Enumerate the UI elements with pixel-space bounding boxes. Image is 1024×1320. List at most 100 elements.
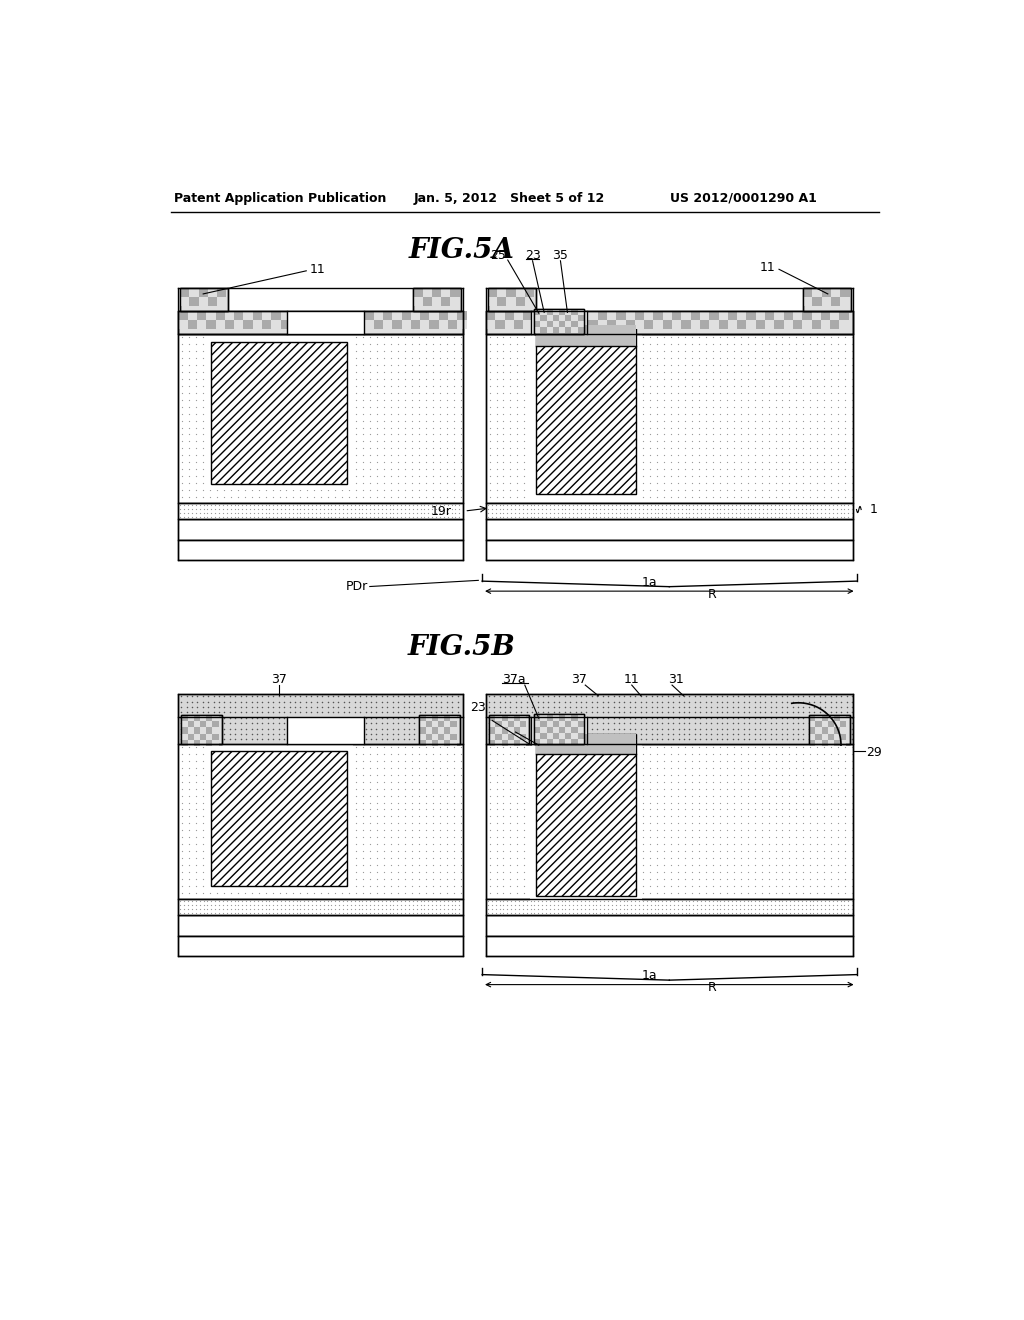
Bar <box>663 312 672 321</box>
Bar <box>200 721 206 727</box>
Bar <box>411 312 420 321</box>
Bar <box>444 715 451 721</box>
Bar <box>547 321 553 327</box>
Bar <box>432 297 441 306</box>
Text: 11: 11 <box>624 673 640 686</box>
Bar <box>535 309 584 334</box>
Bar <box>578 726 584 733</box>
Bar <box>449 321 458 330</box>
Bar <box>497 297 506 306</box>
Bar <box>502 739 508 746</box>
Bar <box>508 721 514 727</box>
Bar <box>524 288 535 297</box>
Bar <box>578 714 584 721</box>
Bar <box>506 288 515 297</box>
Bar <box>547 327 553 333</box>
Bar <box>565 739 571 744</box>
Bar <box>489 727 496 734</box>
Bar <box>700 312 710 321</box>
Bar <box>486 519 853 540</box>
Bar <box>541 726 547 733</box>
Bar <box>212 721 219 727</box>
Bar <box>559 327 565 333</box>
Bar <box>489 721 496 727</box>
Bar <box>200 715 206 721</box>
Bar <box>578 309 584 314</box>
Bar <box>489 715 529 743</box>
Bar <box>187 321 197 330</box>
Bar <box>598 312 607 321</box>
Text: 37: 37 <box>271 673 287 686</box>
Bar <box>205 744 352 892</box>
Bar <box>392 312 401 321</box>
Bar <box>451 739 457 746</box>
Bar <box>535 327 541 333</box>
Bar <box>815 715 821 721</box>
Bar <box>262 312 271 321</box>
Bar <box>523 312 532 321</box>
Bar <box>559 726 565 733</box>
Bar <box>774 312 783 321</box>
Bar <box>383 321 392 330</box>
Bar <box>496 727 502 734</box>
Bar <box>486 503 853 519</box>
Bar <box>496 312 505 321</box>
Bar <box>728 312 737 321</box>
Bar <box>559 321 565 327</box>
Bar <box>508 715 514 721</box>
Bar <box>821 721 827 727</box>
Bar <box>515 288 524 297</box>
Bar <box>194 721 200 727</box>
Bar <box>244 321 253 330</box>
Bar <box>444 721 451 727</box>
Bar <box>589 312 598 321</box>
Bar <box>487 288 536 312</box>
Bar <box>187 727 194 734</box>
Bar <box>541 714 547 721</box>
Text: 1a: 1a <box>642 969 657 982</box>
Bar <box>502 721 508 727</box>
Bar <box>535 721 541 726</box>
Bar <box>217 297 226 306</box>
Bar <box>793 312 802 321</box>
Bar <box>535 309 584 334</box>
Bar <box>834 727 841 734</box>
Bar <box>827 727 834 734</box>
Bar <box>571 739 578 744</box>
Bar <box>187 739 194 746</box>
Bar <box>502 715 508 721</box>
Text: US 2012/0001290 A1: US 2012/0001290 A1 <box>671 191 817 205</box>
Bar <box>644 312 653 321</box>
Bar <box>486 936 853 956</box>
Bar <box>290 312 299 321</box>
Bar <box>392 321 401 330</box>
Bar <box>559 739 565 744</box>
Bar <box>212 727 219 734</box>
Bar <box>355 312 365 321</box>
Bar <box>178 312 463 334</box>
Bar <box>569 321 579 330</box>
Text: 37a: 37a <box>502 673 525 686</box>
Bar <box>812 312 821 321</box>
Bar <box>547 733 553 739</box>
Bar <box>514 312 523 321</box>
Bar <box>830 321 840 330</box>
Bar <box>841 739 847 746</box>
Bar <box>598 321 607 330</box>
Bar <box>206 715 212 721</box>
Bar <box>200 734 206 739</box>
Bar <box>489 715 496 721</box>
Bar <box>607 312 616 321</box>
Bar <box>520 734 526 739</box>
Bar <box>317 312 328 321</box>
Bar <box>444 734 451 739</box>
Bar <box>197 321 206 330</box>
Bar <box>821 297 830 306</box>
Bar <box>700 321 710 330</box>
Bar <box>553 739 559 744</box>
Bar <box>834 734 841 739</box>
Bar <box>809 715 850 743</box>
Bar <box>547 714 553 721</box>
Bar <box>553 314 559 321</box>
Bar <box>317 321 328 330</box>
